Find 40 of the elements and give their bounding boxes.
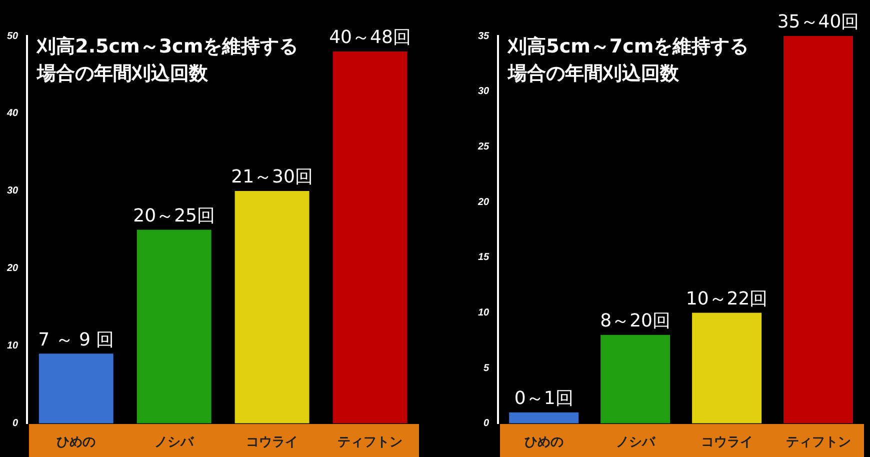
y-tick-label: 0 <box>12 418 19 430</box>
bar <box>784 36 854 424</box>
y-tick-label: 30 <box>478 86 490 98</box>
y-tick-label: 35 <box>478 30 490 42</box>
data-label: 21～30回 <box>231 166 313 188</box>
y-tick-label: 15 <box>478 252 490 264</box>
bar <box>136 230 212 424</box>
x-tick-label: ノシバ <box>154 434 195 449</box>
x-tick-label: ひめの <box>56 434 96 449</box>
bar <box>509 412 579 424</box>
bar <box>38 354 114 424</box>
x-tick-label: ティフトン <box>786 434 851 449</box>
data-label: 0～1回 <box>514 388 574 410</box>
data-label: 7 ～ 9 回 <box>38 329 114 350</box>
bar <box>692 312 762 424</box>
x-tick-label: コウライ <box>246 434 298 449</box>
data-label: 40～48回 <box>329 27 411 48</box>
x-tick-label: コウライ <box>700 434 753 449</box>
y-tick-label: 20 <box>477 196 490 208</box>
y-tick-label: 0 <box>484 418 490 430</box>
bar <box>332 51 408 424</box>
data-label: 10～22回 <box>686 288 768 310</box>
data-label: 8～20回 <box>600 310 671 332</box>
text: 刈高5cm～7cmを維持する場合の年間刈込回数 <box>507 35 749 84</box>
bar <box>600 334 670 424</box>
y-tick-label: 10 <box>7 340 19 352</box>
y-tick-label: 25 <box>477 141 490 152</box>
y-tick-label: 20 <box>6 263 19 274</box>
y-tick-label: 40 <box>6 108 19 120</box>
y-tick-label: 30 <box>7 186 19 197</box>
text: 刈高2.5cm～3cmを維持する場合の年間刈込回数 <box>36 35 298 84</box>
x-tick-label: ノシバ <box>616 434 656 449</box>
x-tick-label: ひめの <box>524 434 564 449</box>
bar <box>234 190 310 424</box>
y-tick-label: 10 <box>478 307 490 318</box>
y-tick-label: 50 <box>7 30 19 42</box>
data-label: 35～40回 <box>777 12 860 33</box>
data-label: 20～25回 <box>133 205 215 226</box>
x-tick-label: ティフトン <box>338 434 403 449</box>
y-tick-label: 5 <box>484 362 490 374</box>
